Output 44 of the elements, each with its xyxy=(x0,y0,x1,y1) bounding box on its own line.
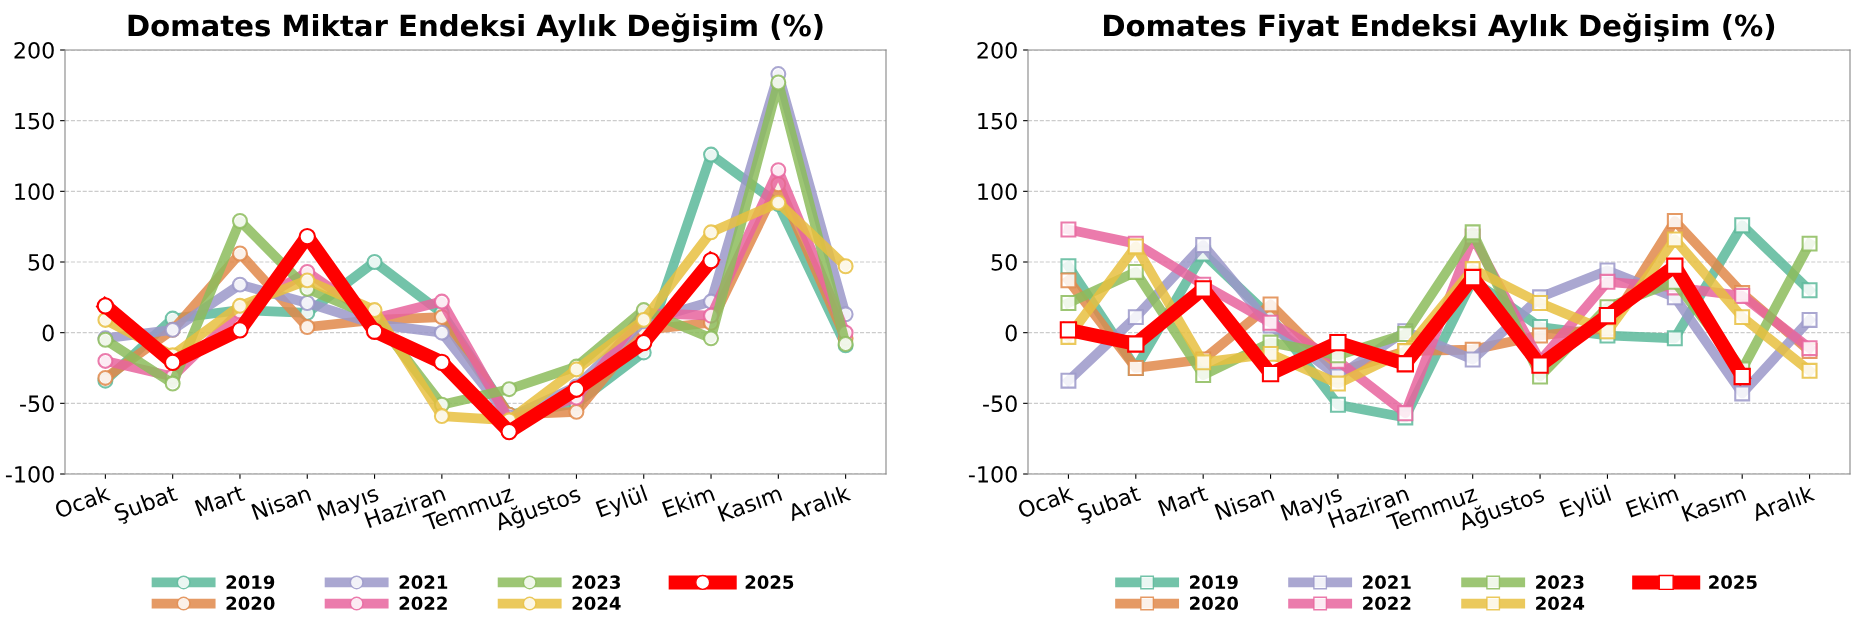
y-tick-label: 200 xyxy=(977,41,1017,59)
x-tick-label: Nisan xyxy=(250,484,312,521)
y-tick-label: -100 xyxy=(968,465,1017,483)
x-tick-label: Aralık xyxy=(1750,483,1816,522)
legend-label: 2025 xyxy=(745,575,794,590)
x-tick-label: Kasım xyxy=(1681,485,1747,523)
x-tick-label: Kasım xyxy=(717,485,783,523)
legend-label: 2022 xyxy=(1363,596,1411,611)
legend-label: 2021 xyxy=(399,575,448,590)
y-tick-label: 150 xyxy=(15,112,54,130)
y-tick-label: -100 xyxy=(5,465,54,483)
y-tick-label: 0 xyxy=(1005,324,1017,342)
legend-label: 2020 xyxy=(226,596,275,611)
x-tick-label: Eylül xyxy=(595,484,650,522)
x-tick-label: Ekim xyxy=(661,484,716,518)
x-tick-label: Mart xyxy=(1157,484,1209,517)
x-tick-label: Ocak xyxy=(1016,483,1075,519)
y-tick-label: -50 xyxy=(983,395,1017,413)
chart-title: Domates Fiyat Endeksi Aylık Değişim (%) xyxy=(1104,13,1775,43)
legend-label: 2020 xyxy=(1190,596,1239,611)
x-tick-label: Mart xyxy=(194,484,246,517)
legend-label: 2025 xyxy=(1709,575,1757,590)
legend-label: 2019 xyxy=(226,575,275,590)
legend-label: 2023 xyxy=(572,575,621,590)
y-tick-label: 0 xyxy=(42,324,54,342)
legend-label: 2019 xyxy=(1190,575,1238,590)
y-tick-label: 100 xyxy=(978,183,1017,201)
legend-label: 2021 xyxy=(1363,575,1411,590)
x-tick-label: Eylül xyxy=(1559,484,1613,522)
legend-label: 2023 xyxy=(1536,575,1584,590)
legend-label: 2022 xyxy=(399,596,447,611)
x-tick-label: Aralık xyxy=(786,483,852,522)
legend-label: 2024 xyxy=(1536,596,1585,611)
x-tick-label: Nisan xyxy=(1214,484,1275,521)
y-tick-label: -50 xyxy=(20,395,54,413)
x-tick-label: Ocak xyxy=(53,483,112,519)
y-tick-label: 150 xyxy=(978,112,1017,130)
chart-title: Domates Miktar Endeksi Aylık Değişim (%) xyxy=(128,13,823,43)
y-tick-label: 100 xyxy=(15,183,54,201)
x-tick-label: Ekim xyxy=(1625,484,1679,518)
y-tick-label: 200 xyxy=(14,41,54,59)
y-tick-label: 50 xyxy=(991,253,1017,271)
y-tick-label: 50 xyxy=(28,253,54,271)
legend-label: 2024 xyxy=(572,596,621,611)
